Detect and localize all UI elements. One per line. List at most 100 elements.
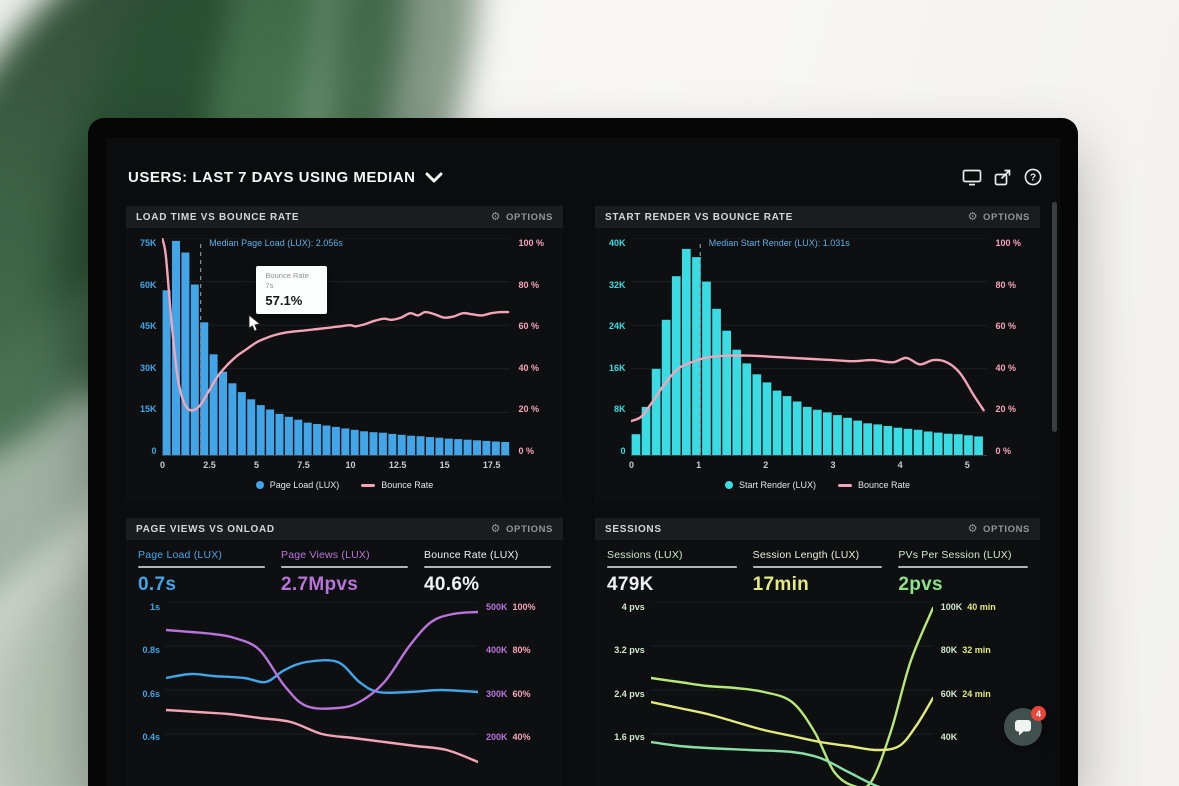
options-button[interactable]: ⚙ OPTIONS — [490, 210, 553, 223]
axis-tick: 60 % — [518, 321, 539, 332]
options-button[interactable]: ⚙ OPTIONS — [967, 210, 1030, 223]
chart-plot: Median Page Load (LUX): 2.056s Bounce Ra… — [160, 238, 511, 474]
axis-tick: 15K — [139, 404, 157, 415]
page-views-chart[interactable] — [165, 602, 478, 786]
scrollbar[interactable] — [1052, 202, 1057, 432]
x-tick: 15 — [439, 460, 450, 470]
metric-label: Session Length (LUX) — [752, 549, 860, 561]
metric-underline — [281, 566, 408, 568]
axis-tick: 16K — [608, 362, 626, 373]
axis-tick: 40K — [608, 238, 626, 248]
axis-tick: 80 % — [995, 279, 1016, 290]
axis-tick: 400K 80% — [485, 645, 531, 656]
tooltip-title: Bounce Rate — [265, 271, 309, 281]
dashboard-header: USERS: LAST 7 DAYS USING MEDIAN — [128, 168, 1042, 186]
legend-label: Page Load (LUX) — [269, 480, 340, 490]
header-toolbar: ? — [962, 168, 1042, 186]
chart-plot — [165, 602, 478, 786]
options-button[interactable]: ⚙ OPTIONS — [490, 522, 553, 535]
y-axis-right: 100 % 80 % 60 % 40 % 20 % 0 % — [510, 238, 557, 456]
chat-bubble-icon — [1015, 719, 1031, 735]
tooltip-value: 57.1% — [265, 292, 303, 308]
x-tick: 2.5 — [203, 460, 216, 470]
legend-item[interactable]: Bounce Rate — [837, 480, 910, 490]
x-tick: 7.5 — [297, 460, 310, 470]
gear-icon: ⚙ — [490, 210, 502, 223]
metrics-row: Page Load (LUX) 0.7s Page Views (LUX) 2.… — [126, 540, 563, 598]
sessions-chart[interactable] — [650, 602, 933, 786]
x-axis: 0 1 2 3 4 5 — [629, 460, 987, 474]
y-axis-left: 1s 0.8s 0.6s 0.4s — [132, 602, 166, 742]
x-tick: 12.5 — [388, 460, 407, 470]
axis-tick: 80K 32 min — [940, 645, 991, 656]
axis-tick: 100K 40 min — [940, 602, 996, 612]
tooltip-x-value: 7s — [265, 281, 274, 291]
axis-tick: 8K — [613, 404, 626, 415]
chat-button[interactable]: 4 — [1004, 706, 1046, 746]
axis-tick: 40 % — [518, 362, 539, 373]
axis-tick: 100 % — [518, 238, 544, 248]
axis-tick: 2.4 pvs — [614, 688, 645, 699]
panel-title: LOAD TIME VS BOUNCE RATE — [136, 211, 300, 223]
metric-underline — [138, 566, 265, 568]
x-tick: 17.5 — [482, 460, 501, 470]
axis-tick: 20 % — [518, 404, 539, 415]
legend-item[interactable]: Start Render (LUX) — [724, 480, 816, 490]
legend-swatch — [724, 481, 733, 489]
chat-badge: 4 — [1031, 706, 1046, 721]
axis-tick: 500K 100% — [485, 602, 536, 612]
help-icon[interactable]: ? — [1024, 168, 1042, 186]
axis-tick: 80 % — [518, 279, 539, 290]
axis-tick: 75K — [139, 238, 157, 248]
axis-tick: 100 % — [995, 238, 1021, 248]
chart-row: 75K 60K 45K 30K 15K 0 Median Page Load (LUX):… — [126, 228, 563, 474]
chart-plot: Median Start Render (LUX): 1.031s 0 1 2 3 4 5 — [629, 238, 988, 474]
users-median-dropdown[interactable]: USERS: LAST 7 DAYS USING MEDIAN — [128, 169, 443, 186]
chart-row: 40K 32K 24K 16K 8K 0 Median Start Render (LUX… — [595, 228, 1040, 474]
metric-label: PVs Per Session (LUX) — [898, 549, 1012, 561]
axis-tick: 300K 60% — [485, 688, 531, 699]
options-button[interactable]: ⚙ OPTIONS — [967, 522, 1030, 535]
axis-tick: 60K — [139, 279, 157, 290]
metric-pvs-per-session: PVs Per Session (LUX) 2pvs — [898, 549, 1028, 596]
axis-tick: 1.6 pvs — [614, 731, 645, 742]
dashboard-grid: LOAD TIME VS BOUNCE RATE ⚙ OPTIONS 75K 60… — [126, 206, 1040, 786]
axis-tick: 30K — [139, 362, 157, 373]
metrics-row: Sessions (LUX) 479K Session Length (LUX)… — [595, 540, 1040, 598]
x-tick: 4 — [897, 460, 903, 470]
share-icon[interactable] — [994, 169, 1012, 186]
mouse-cursor-icon — [248, 313, 262, 332]
display-icon[interactable] — [962, 169, 982, 186]
start-render-chart[interactable] — [631, 238, 988, 456]
metric-value: 17min — [752, 574, 810, 595]
panel-title: SESSIONS — [605, 523, 662, 535]
legend-item[interactable]: Bounce Rate — [361, 480, 433, 490]
metric-value: 2.7Mpvs — [281, 574, 359, 595]
load-time-chart[interactable] — [162, 238, 511, 456]
x-tick: 2 — [763, 460, 769, 470]
legend-item[interactable]: Page Load (LUX) — [255, 480, 340, 490]
axis-tick: 0 — [151, 445, 157, 456]
metric-session-length: Session Length (LUX) 17min — [752, 549, 883, 596]
y-axis-left: 4 pvs 3.2 pvs 2.4 pvs 1.6 pvs — [601, 602, 651, 742]
panel-title: START RENDER VS BOUNCE RATE — [605, 211, 793, 223]
metric-value: 40.6% — [424, 574, 480, 595]
page-title: USERS: LAST 7 DAYS USING MEDIAN — [128, 168, 416, 186]
chevron-down-icon — [425, 172, 442, 182]
axis-tick: 60 % — [995, 321, 1016, 332]
legend: Page Load (LUX) Bounce Rate — [126, 480, 563, 490]
panel-header: LOAD TIME VS BOUNCE RATE ⚙ OPTIONS — [126, 206, 563, 228]
axis-tick: 4 pvs — [621, 602, 645, 612]
metric-label: Page Views (LUX) — [281, 549, 370, 561]
metric-page-views: Page Views (LUX) 2.7Mpvs — [281, 549, 408, 596]
axis-tick: 32K — [608, 279, 626, 290]
panel-page-views: PAGE VIEWS VS ONLOAD ⚙ OPTIONS Page Load… — [126, 518, 563, 786]
panel-title: PAGE VIEWS VS ONLOAD — [136, 523, 275, 535]
axis-tick: 20 % — [995, 404, 1016, 415]
legend: Start Render (LUX) Bounce Rate — [595, 480, 1040, 490]
x-tick: 10 — [345, 460, 356, 470]
axis-tick: 24K — [608, 321, 626, 332]
x-tick: 1 — [696, 460, 702, 470]
panel-header: SESSIONS ⚙ OPTIONS — [595, 518, 1040, 540]
panel-header: PAGE VIEWS VS ONLOAD ⚙ OPTIONS — [126, 518, 563, 540]
